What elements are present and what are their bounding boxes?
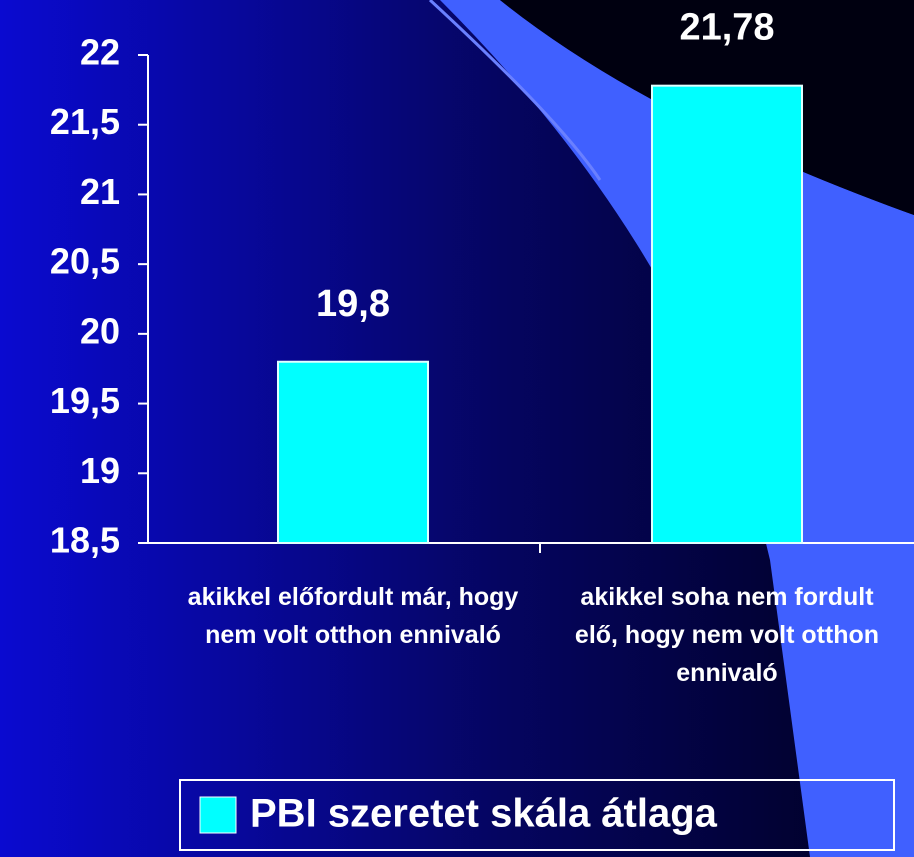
background-highlight bbox=[428, 0, 602, 181]
bar bbox=[651, 84, 803, 544]
y-tick-label: 18,5 bbox=[50, 520, 120, 561]
y-tick-label: 20 bbox=[80, 310, 120, 351]
y-tick-label: 21 bbox=[80, 171, 120, 212]
y-tick-label: 21,5 bbox=[50, 101, 120, 142]
y-tick-label: 22 bbox=[80, 32, 120, 73]
value-label: 19,8 bbox=[316, 283, 390, 325]
y-tick-label: 20,5 bbox=[50, 241, 120, 282]
value-label: 21,78 bbox=[679, 7, 774, 49]
legend-swatch bbox=[199, 796, 237, 834]
legend-label: PBI szeretet skála átlaga bbox=[250, 792, 718, 836]
legend-box bbox=[179, 779, 895, 851]
y-tick-label: 19,5 bbox=[50, 380, 120, 421]
bar bbox=[277, 360, 429, 544]
y-tick-label: 19 bbox=[80, 450, 120, 491]
x-tick-label: akikkel előfordult már, hogy nem volt ot… bbox=[187, 583, 519, 649]
x-tick-label: akikkel soha nem fordult elő, hogy nem v… bbox=[574, 583, 880, 687]
